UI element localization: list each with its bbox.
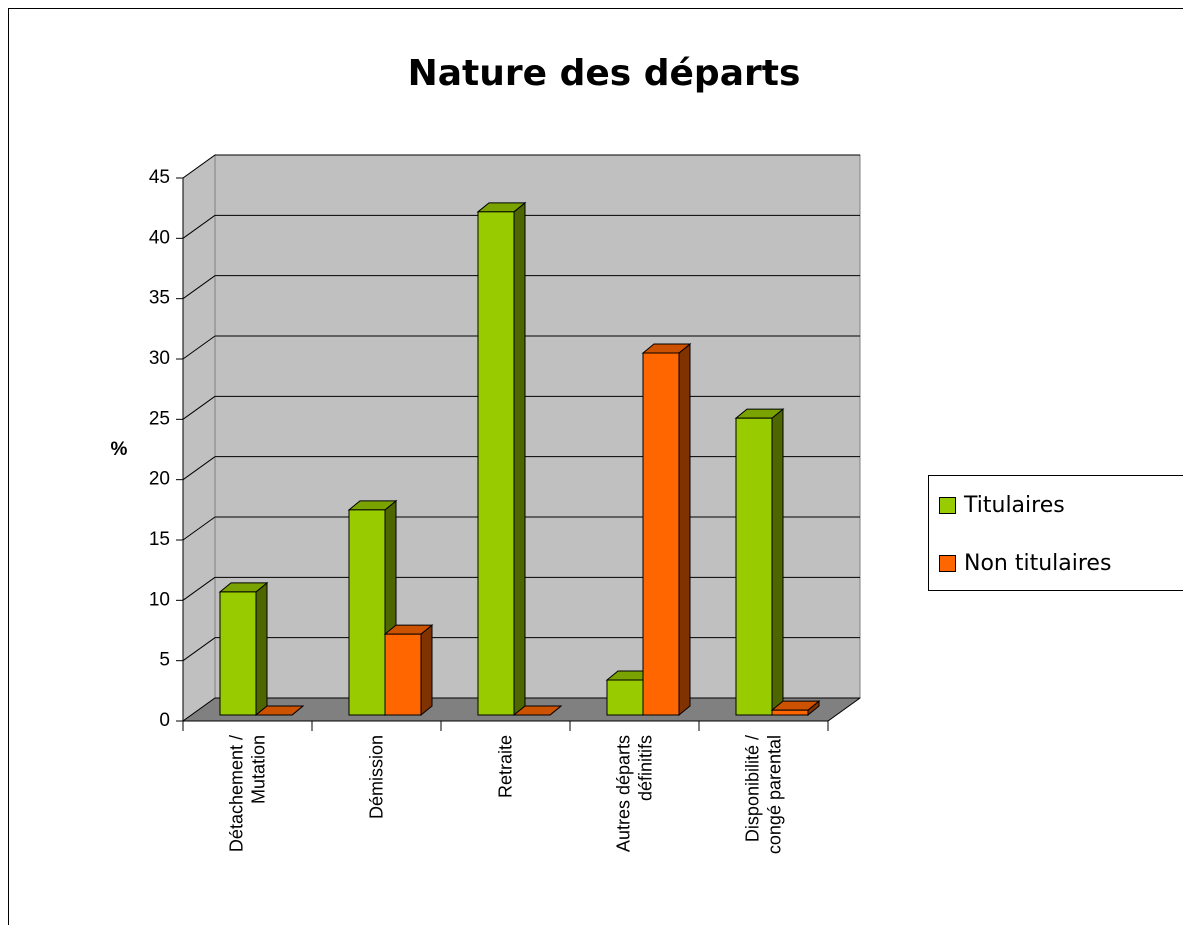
x-tick-label: Détachement / Mutation	[226, 735, 269, 853]
bar-front	[771, 709, 809, 716]
y-tick-label: 25	[149, 408, 170, 429]
y-tick-label: 10	[149, 589, 170, 610]
y-tick-label: 0	[159, 710, 170, 731]
bar	[254, 705, 305, 716]
bar-top	[512, 705, 563, 716]
x-tick-label-text: Démission	[366, 735, 387, 820]
legend-box	[928, 475, 1183, 591]
side-wall	[182, 154, 216, 722]
bar	[641, 342, 692, 717]
bar	[476, 201, 527, 717]
bar-front	[735, 417, 773, 716]
bar-front	[606, 679, 644, 716]
y-tick-label: 40	[149, 227, 170, 248]
bar-front	[384, 633, 422, 716]
grid-line	[182, 576, 216, 601]
x-tick-label: Disponibilité / congé parental	[742, 735, 785, 855]
grid-line	[182, 275, 216, 300]
legend-label: Titulaires	[963, 493, 1065, 518]
bar-side	[513, 201, 526, 717]
y-axis-label: %	[111, 439, 128, 460]
grid-line	[182, 637, 216, 662]
y-tick-label: 20	[149, 469, 170, 490]
grid-line	[182, 516, 216, 541]
bar-side	[255, 581, 268, 717]
grid-line	[182, 154, 216, 179]
x-tick-label: Démission	[366, 735, 387, 820]
x-axis	[827, 697, 861, 722]
chart-title: Nature des départs	[408, 53, 801, 94]
y-tick-label: 45	[149, 167, 170, 188]
legend-swatch	[939, 555, 956, 572]
grid-line	[182, 697, 216, 722]
bar-side	[678, 342, 691, 717]
bar-top	[254, 705, 305, 716]
bar	[512, 705, 563, 716]
bar-side	[420, 624, 433, 717]
bar-side	[771, 408, 784, 717]
grid-line	[182, 456, 216, 481]
bar-front	[219, 591, 257, 716]
legend-swatch	[939, 497, 956, 514]
bar	[383, 624, 434, 717]
grid-line	[182, 214, 216, 239]
x-tick-label-text: Détachement / Mutation	[226, 735, 269, 853]
bar	[770, 700, 821, 717]
bar-front	[348, 509, 386, 716]
bar	[734, 408, 785, 717]
x-tick-label-text: Autres départs définitifs	[613, 735, 656, 853]
y-tick-label: 35	[149, 288, 170, 309]
grid-line	[182, 395, 216, 420]
bar-front	[477, 211, 515, 716]
y-tick-label: 15	[149, 529, 170, 550]
x-tick-label: Retraite	[495, 735, 516, 799]
grid-line	[182, 335, 216, 360]
x-tick-label: Autres départs définitifs	[613, 735, 656, 853]
x-tick-label-text: Retraite	[495, 735, 516, 799]
x-tick-label-text: Disponibilité / congé parental	[742, 735, 785, 855]
bar-front	[642, 352, 680, 716]
bar	[218, 581, 269, 717]
y-tick-label: 30	[149, 348, 170, 369]
legend-label: Non titulaires	[964, 551, 1111, 576]
y-tick-label: 5	[159, 650, 170, 671]
